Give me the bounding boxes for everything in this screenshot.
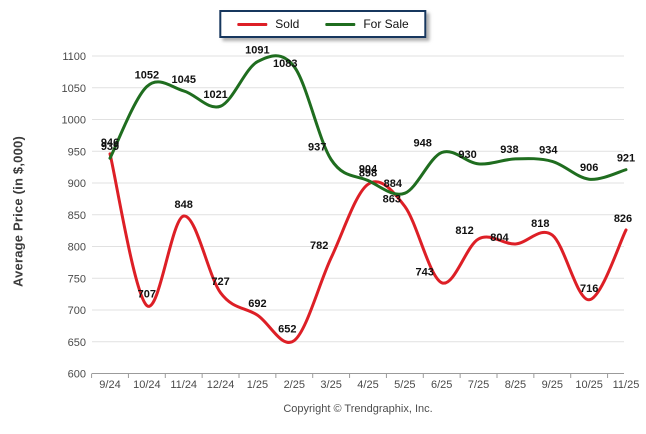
data-label-for-sale: 906 [580,162,598,174]
data-label-for-sale: 934 [539,144,558,156]
x-tick-label: 1/25 [247,379,268,391]
x-tick-label: 7/25 [468,379,489,391]
series-line-sold [108,152,628,344]
data-label-for-sale: 930 [458,149,476,161]
series-line-for-sale [108,54,628,196]
x-tick-label: 2/25 [284,379,305,391]
x-tick-label: 3/25 [320,379,341,391]
legend-item-for-sale: For Sale [325,17,409,31]
data-label-for-sale: 884 [384,178,403,190]
legend-line-swatch [325,22,356,26]
data-label-sold: 692 [248,298,266,310]
legend: Sold For Sale [219,10,427,38]
x-tick-label: 11/25 [613,379,640,391]
data-label-sold: 848 [175,199,193,211]
data-label-sold: 826 [614,213,632,225]
y-tick-label: 750 [68,273,86,285]
legend-item-sold: Sold [237,18,299,30]
data-label-sold: 782 [310,240,328,252]
legend-label: For Sale [363,17,409,31]
data-label-for-sale: 1021 [203,89,227,101]
data-label-for-sale: 904 [359,163,378,175]
copyright-text: Copyright © Trendgraphix, Inc. [283,403,433,415]
y-tick-label: 1050 [62,83,86,95]
y-tick-label: 800 [68,242,86,254]
y-tick-label: 850 [68,210,86,222]
legend-label: Sold [275,17,300,31]
data-label-sold: 946 [101,137,119,149]
y-tick-label: 650 [68,337,86,349]
y-tick-label: 950 [68,146,86,158]
data-label-for-sale: 937 [308,142,326,154]
data-label-sold: 812 [455,225,473,237]
data-label-sold: 898 [359,167,377,179]
x-tick-label: 9/24 [99,379,120,391]
data-label-for-sale: 1083 [273,58,297,70]
x-tick-label: 6/25 [431,379,452,391]
y-tick-label: 700 [68,305,86,317]
data-label-sold: 818 [531,218,549,230]
y-tick-label: 1000 [62,115,86,127]
data-label-sold: 707 [138,289,156,301]
data-label-sold: 716 [580,283,598,295]
data-label-for-sale: 939 [101,141,119,153]
x-tick-label: 12/24 [207,379,235,391]
x-tick-label: 11/24 [170,379,197,391]
y-tick-label: 900 [68,178,86,190]
data-label-for-sale: 1045 [171,74,195,86]
data-label-sold: 727 [211,276,229,288]
x-tick-label: 8/25 [505,379,526,391]
data-label-for-sale: 1052 [135,69,159,81]
data-label-for-sale: 921 [617,153,635,165]
data-label-sold: 863 [383,193,401,205]
data-label-sold: 743 [416,267,434,279]
data-label-for-sale: 1091 [245,45,269,57]
y-tick-label: 600 [68,369,86,381]
x-tick-label: 5/25 [394,379,415,391]
x-tick-label: 4/25 [357,379,378,391]
x-tick-label: 10/24 [133,379,161,391]
data-label-for-sale: 938 [500,144,518,156]
data-label-sold: 804 [490,232,509,244]
y-tick-label: 1100 [62,51,86,63]
data-label-for-sale: 948 [414,138,432,150]
x-tick-label: 9/25 [542,379,563,391]
x-tick-label: 10/25 [575,379,603,391]
data-label-sold: 652 [278,323,296,335]
legend-line-swatch [237,22,268,26]
